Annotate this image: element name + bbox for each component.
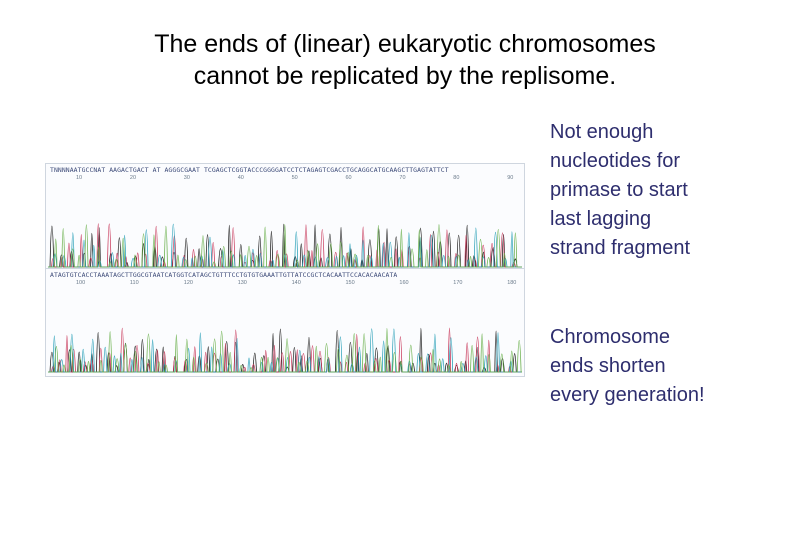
slide-title-line-2: cannot be replicated by the replisome. (193, 62, 617, 90)
note-line: strand fragment (550, 237, 691, 259)
dna-sequencing-chromatogram: TNNNNAATGCCNAT AAGACTGACT AT AGGGCGAAT T… (45, 163, 525, 377)
position-tick: 120 (183, 280, 193, 286)
position-tick: 110 (129, 280, 139, 286)
trace-line (48, 328, 522, 373)
fluorescence-trace (48, 328, 522, 373)
position-tick: 100 (76, 280, 86, 286)
position-ticks: 10 20 30 40 50 60 70 80 90 (48, 175, 522, 183)
trace-line (48, 223, 522, 268)
note-line: primase to start (550, 179, 688, 201)
position-tick: 160 (399, 280, 409, 286)
note-line: Not enough (550, 121, 654, 143)
chromatogram-panel-2: ATAGTGTCACCTAAATAGCTTGGCGTAATCATGGTCATAG… (48, 271, 522, 374)
slide-title: The ends of (linear) eukaryotic chromoso… (40, 28, 770, 92)
trace-line (48, 224, 522, 268)
position-tick: 80 (453, 175, 460, 181)
note-line: Chromosome (550, 326, 671, 348)
position-tick: 140 (291, 280, 301, 286)
note-line: nucleotides for (550, 150, 681, 172)
position-tick: 40 (237, 175, 244, 181)
note-line: last lagging (550, 208, 652, 230)
base-call-sequence: TNNNNAATGCCNAT AAGACTGACT AT AGGGCGAAT T… (50, 166, 449, 174)
trace-line (48, 328, 522, 373)
note-line: ends shorten (550, 355, 666, 377)
position-tick: 180 (507, 280, 517, 286)
position-tick: 170 (453, 280, 463, 286)
base-call-sequence: ATAGTGTCACCTAAATAGCTTGGCGTAATCATGGTCATAG… (50, 271, 398, 279)
note-shortening: Chromosome ends shorten every generation… (550, 323, 790, 410)
position-tick: 90 (507, 175, 514, 181)
position-tick: 50 (291, 175, 298, 181)
position-tick: 60 (345, 175, 352, 181)
position-ticks: 100 110 120 130 140 150 160 170 180 (48, 280, 522, 288)
chromatogram-panel-1: TNNNNAATGCCNAT AAGACTGACT AT AGGGCGAAT T… (48, 166, 522, 269)
position-tick: 20 (129, 175, 137, 181)
position-tick: 30 (183, 175, 190, 181)
fluorescence-trace (48, 223, 522, 268)
position-tick: 150 (345, 280, 355, 286)
trace-line (48, 328, 522, 373)
slide-title-line-1: The ends of (linear) eukaryotic chromoso… (154, 30, 656, 58)
position-tick: 70 (399, 175, 406, 181)
note-line: every generation! (550, 384, 705, 406)
note-primase: Not enough nucleotides for primase to st… (550, 118, 790, 263)
position-tick: 10 (76, 175, 83, 181)
position-tick: 130 (237, 280, 247, 286)
trace-line (48, 224, 522, 268)
panel-divider (46, 268, 524, 269)
